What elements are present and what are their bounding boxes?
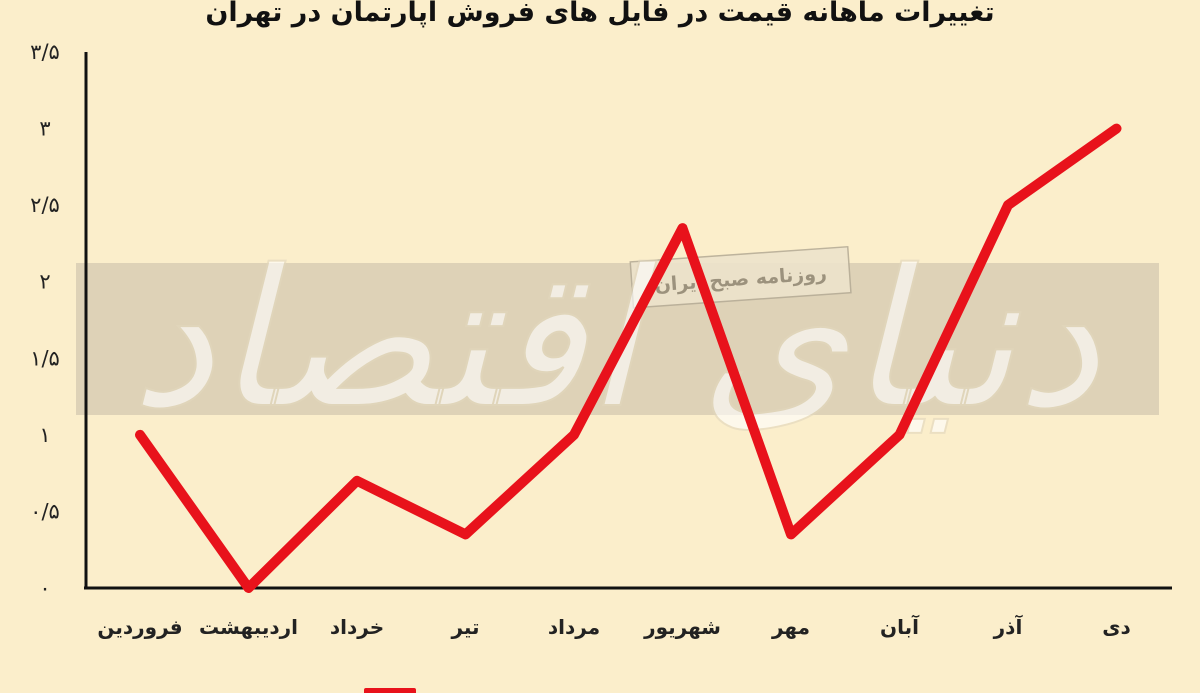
- x-tick-label: فروردین: [97, 615, 182, 639]
- watermark-brand: دنیای اقتصاد: [130, 229, 1100, 450]
- x-tick-label: شهریور: [643, 615, 721, 639]
- chart-title: تغییرات ماهانه قیمت در فایل های فروش آپا…: [205, 0, 995, 28]
- data-point: [352, 476, 362, 486]
- data-point: [786, 529, 796, 539]
- y-tick-label: ۱: [39, 423, 50, 447]
- watermark-logo: روزنامه صبح ایران: [629, 245, 852, 309]
- data-point: [461, 529, 470, 539]
- x-tick-label: خرداد: [330, 615, 384, 639]
- x-tick-label: آبان: [880, 614, 920, 639]
- x-tick-label: مرداد: [548, 615, 600, 639]
- data-point: [569, 430, 579, 440]
- legend-swatch: [364, 688, 416, 693]
- y-tick-label: ۰/۵: [30, 499, 60, 523]
- x-tick-label: دی: [1102, 615, 1131, 639]
- data-point: [244, 583, 253, 593]
- data-point: [1112, 124, 1121, 134]
- data-point: [678, 223, 687, 233]
- data-point: [135, 430, 145, 440]
- watermark-band: [76, 263, 1159, 415]
- x-tick-group: فروردین اردیبهشت خرداد تیر مرداد شهریور مهر آبا…: [97, 614, 1130, 639]
- x-tick-label: آذر: [993, 614, 1024, 639]
- data-point: [1003, 200, 1013, 210]
- series-group: [135, 123, 1122, 593]
- y-tick-label: ۲/۵: [30, 193, 60, 217]
- y-tick-label: ۳: [39, 117, 50, 141]
- series-line: [135, 123, 1122, 593]
- y-tick-label: ۲: [39, 270, 50, 294]
- x-tick-label: مهر: [771, 615, 810, 639]
- y-tick-group: ۰ ۰/۵ ۱ ۱/۵ ۲ ۲/۵ ۳ ۳/۵: [30, 40, 60, 600]
- data-point: [895, 430, 904, 440]
- y-tick-label: ۱/۵: [30, 346, 60, 370]
- y-tick-label: ۳/۵: [30, 40, 60, 64]
- x-tick-label: تیر: [450, 615, 479, 639]
- y-tick-label: ۰: [39, 576, 50, 600]
- x-tick-label: اردیبهشت: [199, 615, 298, 639]
